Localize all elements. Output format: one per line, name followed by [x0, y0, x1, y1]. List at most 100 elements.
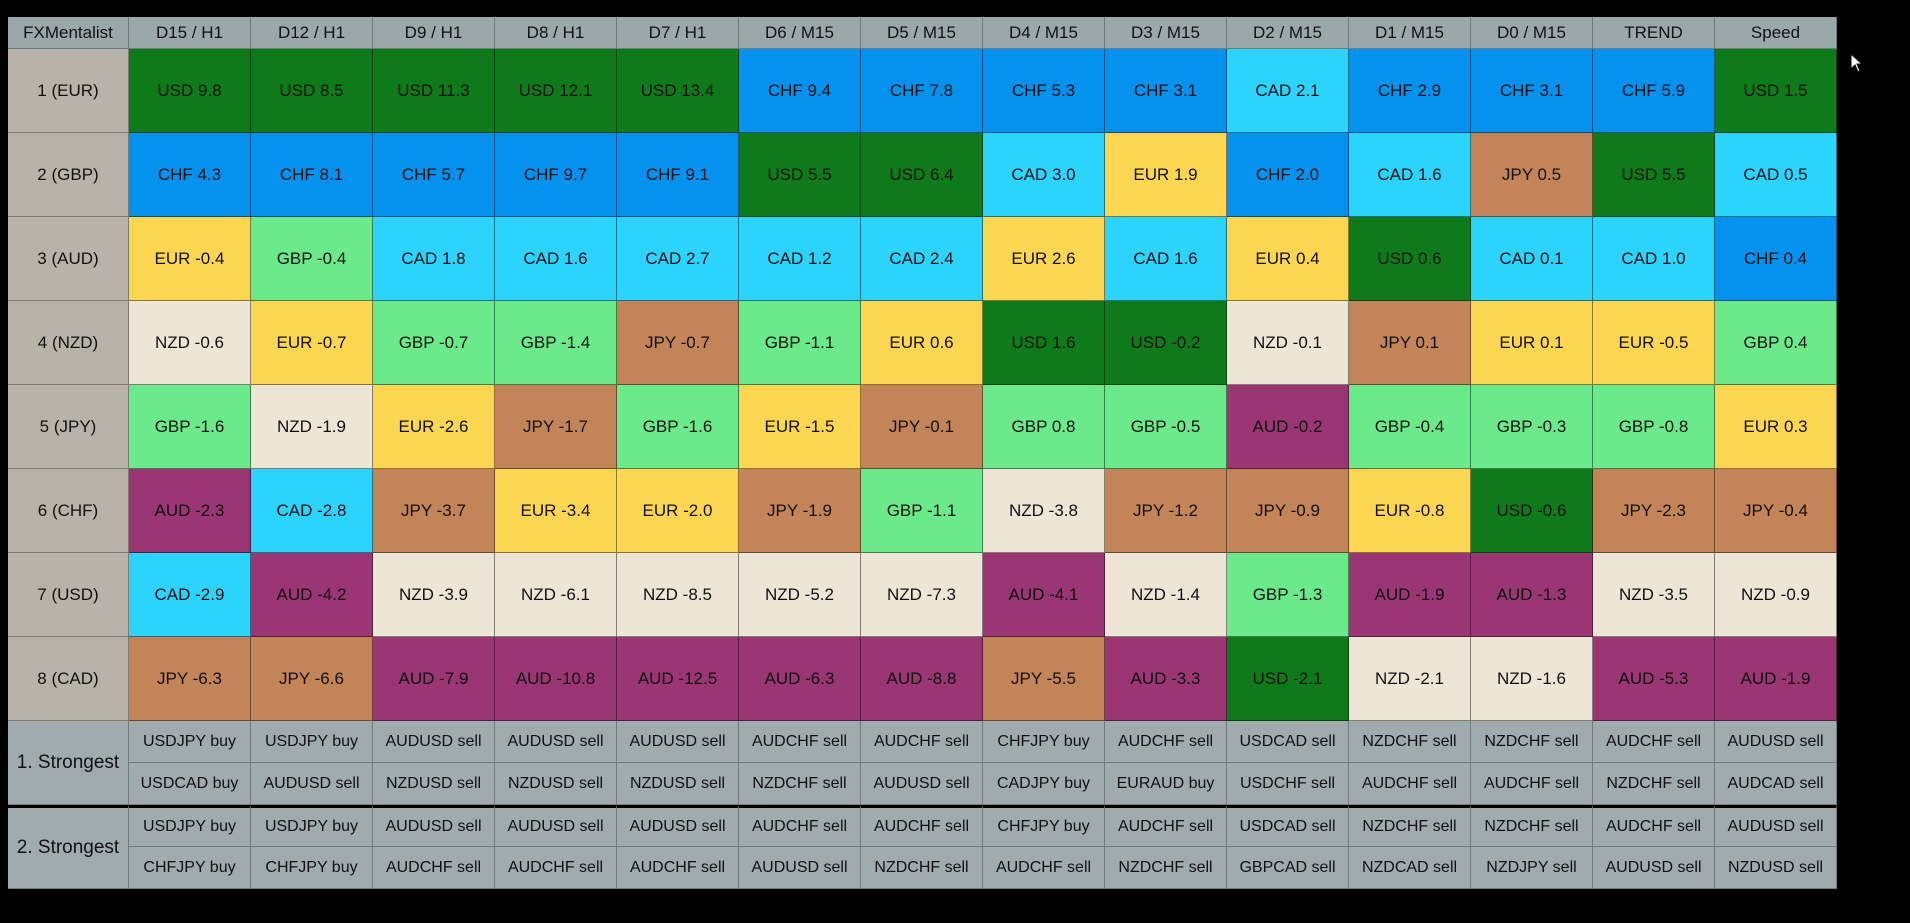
- strength-cell: NZD -3.5: [1593, 553, 1715, 637]
- signal-cell: AUDCHF sell: [1105, 805, 1227, 847]
- signal-cell: NZDCHF sell: [739, 763, 861, 805]
- signal-cell: AUDUSD sell: [861, 763, 983, 805]
- column-header: TREND: [1593, 17, 1715, 49]
- strength-cell: GBP -1.1: [739, 301, 861, 385]
- strength-cell: CAD 2.4: [861, 217, 983, 301]
- strength-cell: CAD 1.0: [1593, 217, 1715, 301]
- signal-cell: NZDUSD sell: [373, 763, 495, 805]
- strength-cell: USD 9.8: [129, 49, 251, 133]
- strength-cell: CAD 1.6: [1349, 133, 1471, 217]
- strength-cell: JPY -0.1: [861, 385, 983, 469]
- strength-cell: AUD -1.9: [1349, 553, 1471, 637]
- strength-cell: EUR 0.3: [1715, 385, 1837, 469]
- strength-cell: JPY -1.7: [495, 385, 617, 469]
- strength-cell: AUD -5.3: [1593, 637, 1715, 721]
- strength-cell: CHF 2.0: [1227, 133, 1349, 217]
- row-header: 3 (AUD): [8, 217, 129, 301]
- signal-cell: AUDCHF sell: [1349, 763, 1471, 805]
- strength-cell: EUR -3.4: [495, 469, 617, 553]
- strength-cell: USD 0.6: [1349, 217, 1471, 301]
- currency-strength-table: FXMentalist D15 / H1 D12 / H1 D9 / H1 D8 / H…: [8, 17, 1837, 890]
- strength-cell: AUD -8.8: [861, 637, 983, 721]
- strength-cell: CHF 5.7: [373, 133, 495, 217]
- strength-cell: EUR -2.0: [617, 469, 739, 553]
- signal-cell: CADJPY buy: [983, 763, 1105, 805]
- strength-cell: GBP -1.1: [861, 469, 983, 553]
- strength-cell: AUD -6.3: [739, 637, 861, 721]
- signal-cell: AUDCHF sell: [495, 847, 617, 889]
- signal-cell: AUDUSD sell: [1593, 847, 1715, 889]
- signal-cell: NZDCAD sell: [1349, 847, 1471, 889]
- strength-cell: EUR 0.6: [861, 301, 983, 385]
- strength-cell: CHF 5.3: [983, 49, 1105, 133]
- strength-cell: JPY -1.2: [1105, 469, 1227, 553]
- strength-cell: AUD -3.3: [1105, 637, 1227, 721]
- signal-cell: AUDUSD sell: [739, 847, 861, 889]
- strength-cell: GBP -0.4: [1349, 385, 1471, 469]
- signal-cell: USDJPY buy: [129, 805, 251, 847]
- strength-cell: NZD -6.1: [495, 553, 617, 637]
- strength-cell: CAD 1.8: [373, 217, 495, 301]
- strength-cell: EUR -1.5: [739, 385, 861, 469]
- row-header: 4 (NZD): [8, 301, 129, 385]
- column-header: D2 / M15: [1227, 17, 1349, 49]
- signal-cell: USDJPY buy: [251, 805, 373, 847]
- signal-cell: AUDUSD sell: [495, 721, 617, 763]
- signal-cell: AUDCHF sell: [739, 721, 861, 763]
- signal-cell: CHFJPY buy: [983, 805, 1105, 847]
- signal-cell: AUDUSD sell: [617, 805, 739, 847]
- signal-cell: NZDCHF sell: [1471, 721, 1593, 763]
- row-header: 1 (EUR): [8, 49, 129, 133]
- corner-header: FXMentalist: [8, 17, 129, 49]
- strength-cell: JPY -3.7: [373, 469, 495, 553]
- strength-cell: JPY -0.4: [1715, 469, 1837, 553]
- strength-cell: GBP -0.3: [1471, 385, 1593, 469]
- signal-cell: NZDUSD sell: [1715, 847, 1837, 889]
- signal-cell: CHFJPY buy: [983, 721, 1105, 763]
- column-header: D0 / M15: [1471, 17, 1593, 49]
- strength-cell: JPY -2.3: [1593, 469, 1715, 553]
- signal-cell: CHFJPY buy: [251, 847, 373, 889]
- strength-cell: USD 11.3: [373, 49, 495, 133]
- signal-cell: AUDCHF sell: [739, 805, 861, 847]
- strength-cell: USD 5.5: [739, 133, 861, 217]
- signal-cell: AUDCHF sell: [983, 847, 1105, 889]
- strength-cell: NZD -0.1: [1227, 301, 1349, 385]
- strength-cell: NZD -1.6: [1471, 637, 1593, 721]
- strength-cell: NZD -2.1: [1349, 637, 1471, 721]
- signal-cell: AUDUSD sell: [251, 763, 373, 805]
- signal-cell: GBPCAD sell: [1227, 847, 1349, 889]
- strength-cell: AUD -7.9: [373, 637, 495, 721]
- strength-cell: NZD -8.5: [617, 553, 739, 637]
- signal-cell: EURAUD buy: [1105, 763, 1227, 805]
- strength-cell: NZD -0.6: [129, 301, 251, 385]
- column-header: D3 / M15: [1105, 17, 1227, 49]
- signal-cell: USDJPY buy: [129, 721, 251, 763]
- strength-cell: GBP -1.6: [617, 385, 739, 469]
- row-header: 2 (GBP): [8, 133, 129, 217]
- strength-cell: CHF 9.4: [739, 49, 861, 133]
- signal-cell: NZDCHF sell: [861, 847, 983, 889]
- signal-cell: AUDUSD sell: [495, 805, 617, 847]
- strength-cell: USD -0.2: [1105, 301, 1227, 385]
- strength-cell: CAD 2.7: [617, 217, 739, 301]
- strength-cell: CHF 5.9: [1593, 49, 1715, 133]
- signal-cell: AUDCHF sell: [1471, 763, 1593, 805]
- strength-cell: EUR 2.6: [983, 217, 1105, 301]
- strength-cell: EUR 1.9: [1105, 133, 1227, 217]
- strength-cell: GBP -0.4: [251, 217, 373, 301]
- strength-cell: USD 1.5: [1715, 49, 1837, 133]
- strength-cell: EUR -0.5: [1593, 301, 1715, 385]
- signal-cell: NZDJPY sell: [1471, 847, 1593, 889]
- strength-cell: CHF 9.1: [617, 133, 739, 217]
- strength-cell: EUR -0.4: [129, 217, 251, 301]
- strength-cell: CAD 2.1: [1227, 49, 1349, 133]
- signal-cell: AUDCHF sell: [1593, 721, 1715, 763]
- strength-cell: CHF 7.8: [861, 49, 983, 133]
- signal-cell: USDJPY buy: [251, 721, 373, 763]
- strength-cell: AUD -1.9: [1715, 637, 1837, 721]
- strength-cell: JPY -0.7: [617, 301, 739, 385]
- strength-cell: AUD -2.3: [129, 469, 251, 553]
- strength-cell: AUD -12.5: [617, 637, 739, 721]
- signal-group-label: 2. Strongest: [8, 805, 129, 889]
